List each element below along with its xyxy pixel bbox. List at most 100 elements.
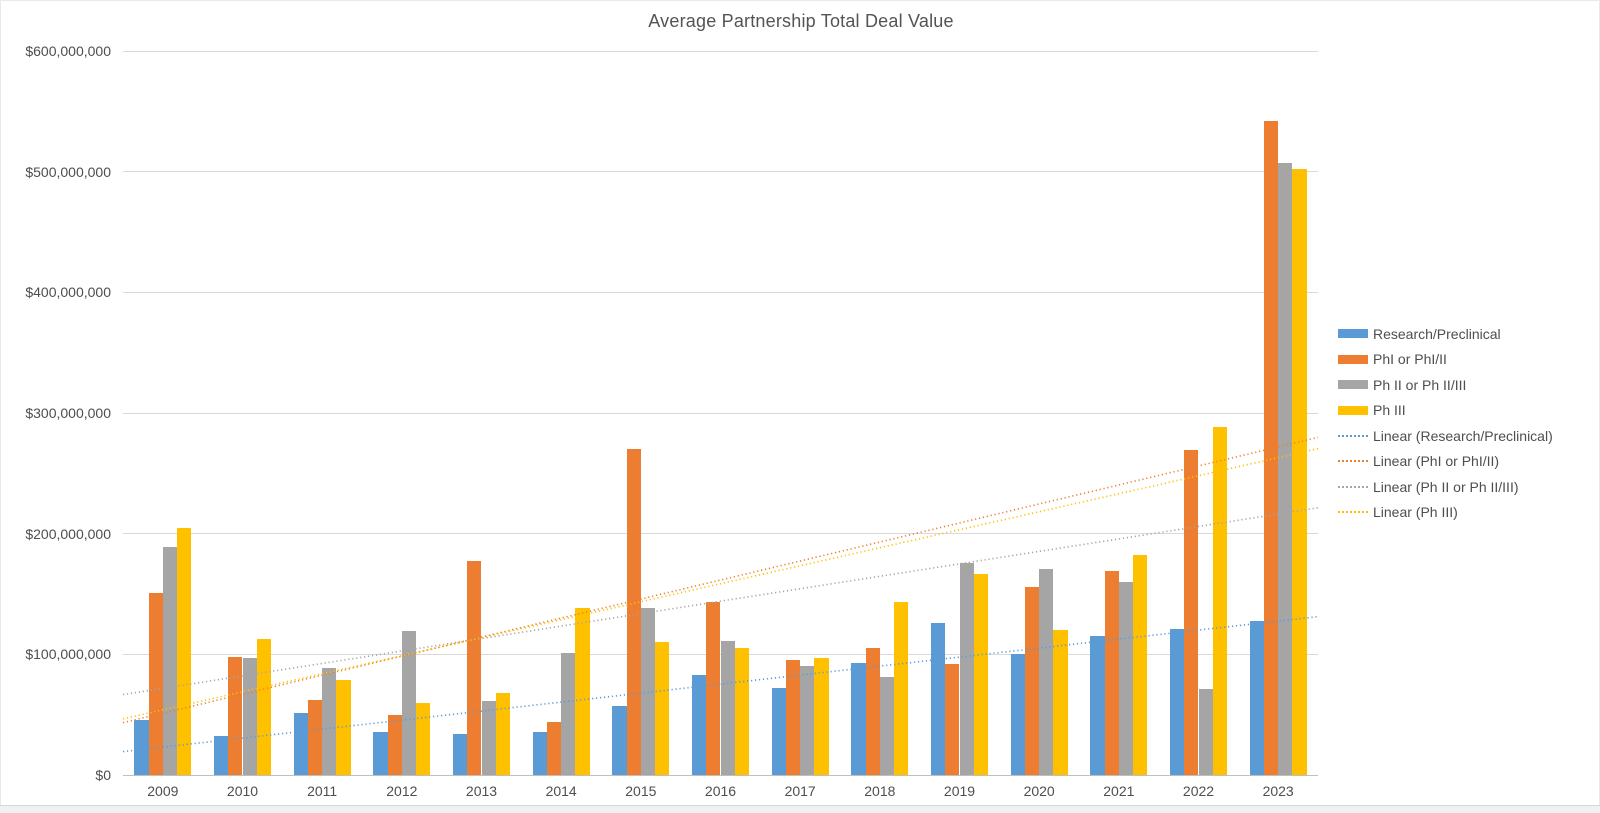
y-tick-label: $600,000,000	[25, 43, 111, 59]
legend-item[interactable]: PhI or PhI/II	[1338, 347, 1553, 373]
legend-label: Ph II or Ph II/III	[1373, 376, 1467, 393]
bar[interactable]	[532, 731, 547, 775]
x-axis-label: 2021	[1103, 783, 1135, 799]
bar[interactable]	[1278, 163, 1293, 775]
bar[interactable]	[546, 721, 562, 775]
bar[interactable]	[561, 653, 576, 775]
trendline[interactable]	[122, 615, 1319, 753]
chart-title[interactable]: Average Partnership Total Deal Value	[648, 11, 954, 31]
bar[interactable]	[416, 702, 431, 775]
bar[interactable]	[336, 679, 351, 775]
bar[interactable]	[1039, 568, 1054, 775]
gridline	[123, 50, 1318, 52]
legend-item[interactable]: Ph III	[1338, 398, 1553, 424]
bar[interactable]	[387, 714, 402, 775]
bar[interactable]	[865, 648, 880, 775]
bar[interactable]	[879, 677, 895, 775]
legend-item[interactable]: Linear (Ph III)	[1338, 500, 1553, 526]
legend-item[interactable]: Research/Preclinical	[1338, 321, 1553, 347]
bar[interactable]	[800, 666, 815, 775]
bar[interactable]	[814, 657, 829, 775]
x-axis-label: 2016	[704, 783, 737, 799]
gridline	[123, 533, 1318, 535]
bar[interactable]	[1212, 427, 1228, 775]
legend-bar-swatch	[1338, 329, 1368, 339]
y-tick-label: $200,000,000	[25, 525, 111, 542]
bar[interactable]	[734, 648, 750, 775]
bar[interactable]	[162, 546, 178, 775]
bar[interactable]	[1090, 636, 1105, 775]
bar[interactable]	[1053, 630, 1068, 775]
x-axis-label: 2009	[147, 783, 179, 799]
bar[interactable]	[785, 660, 801, 775]
x-axis-label: 2019	[943, 783, 976, 799]
x-axis-label: 2017	[784, 783, 816, 799]
y-tick-label: $0	[95, 767, 111, 783]
legend-label: Research/Preclinical	[1373, 325, 1501, 342]
bar[interactable]	[242, 657, 257, 775]
bar[interactable]	[1133, 555, 1148, 775]
bar[interactable]	[467, 561, 482, 775]
bar[interactable]	[177, 527, 192, 775]
bar[interactable]	[612, 706, 627, 775]
bar[interactable]	[401, 631, 417, 775]
bar[interactable]	[322, 667, 337, 775]
bar[interactable]	[134, 719, 149, 775]
bar[interactable]	[373, 731, 388, 775]
bar[interactable]	[1010, 654, 1025, 775]
bar[interactable]	[1184, 450, 1199, 775]
x-axis-label: 2023	[1262, 783, 1294, 799]
bar[interactable]	[894, 602, 909, 775]
legend-item[interactable]: Ph II or Ph II/III	[1338, 372, 1553, 398]
legend-item[interactable]: Linear (PhI or PhI/II)	[1338, 449, 1553, 475]
legend-label: Linear (Ph II or Ph II/III)	[1373, 478, 1519, 495]
legend-bar-swatch	[1338, 380, 1368, 390]
trendlines-layer	[122, 436, 1319, 753]
trendline[interactable]	[122, 436, 1319, 724]
x-axis-label: 2011	[307, 783, 338, 799]
bar[interactable]	[148, 592, 163, 775]
bar[interactable]	[973, 573, 989, 775]
gridline	[123, 171, 1318, 173]
legend-dotted-line-swatch	[1338, 460, 1368, 463]
bar[interactable]	[771, 688, 786, 775]
bar[interactable]	[959, 562, 974, 775]
bar[interactable]	[691, 674, 707, 775]
bar[interactable]	[495, 692, 511, 775]
legend-item[interactable]: Linear (Ph II or Ph II/III)	[1338, 474, 1553, 500]
plot-area[interactable]	[122, 50, 1319, 776]
bar[interactable]	[1198, 689, 1213, 775]
bar[interactable]	[945, 664, 960, 775]
x-axis-label: 2010	[226, 783, 259, 799]
trendline[interactable]	[122, 447, 1319, 720]
bar[interactable]	[930, 622, 946, 775]
legend-item[interactable]: Linear (Research/Preclinical)	[1338, 423, 1553, 449]
bar[interactable]	[575, 608, 590, 775]
x-axis-label: 2012	[386, 783, 418, 799]
legend-label: Ph III	[1373, 402, 1406, 419]
bar[interactable]	[706, 602, 721, 775]
bar[interactable]	[1169, 629, 1185, 775]
bar[interactable]	[1118, 581, 1134, 775]
bar[interactable]	[228, 656, 243, 775]
gridline	[123, 412, 1318, 414]
trendline[interactable]	[122, 507, 1319, 696]
bar[interactable]	[452, 733, 468, 775]
bar[interactable]	[1024, 586, 1040, 775]
bar[interactable]	[293, 713, 308, 775]
legend-bar-swatch	[1338, 354, 1368, 364]
bar[interactable]	[256, 638, 272, 775]
bar[interactable]	[1249, 620, 1264, 775]
bar[interactable]	[626, 449, 641, 775]
x-axis-label: 2018	[864, 783, 896, 799]
bar[interactable]	[307, 700, 323, 775]
bar[interactable]	[213, 736, 229, 775]
bar[interactable]	[1104, 571, 1119, 775]
bar[interactable]	[851, 662, 866, 775]
bar[interactable]	[1292, 169, 1307, 775]
bar[interactable]	[655, 642, 670, 775]
x-axis-label: 2014	[545, 783, 577, 799]
legend-dotted-line-swatch	[1338, 434, 1368, 437]
bar[interactable]	[481, 701, 496, 775]
bar[interactable]	[720, 641, 735, 775]
